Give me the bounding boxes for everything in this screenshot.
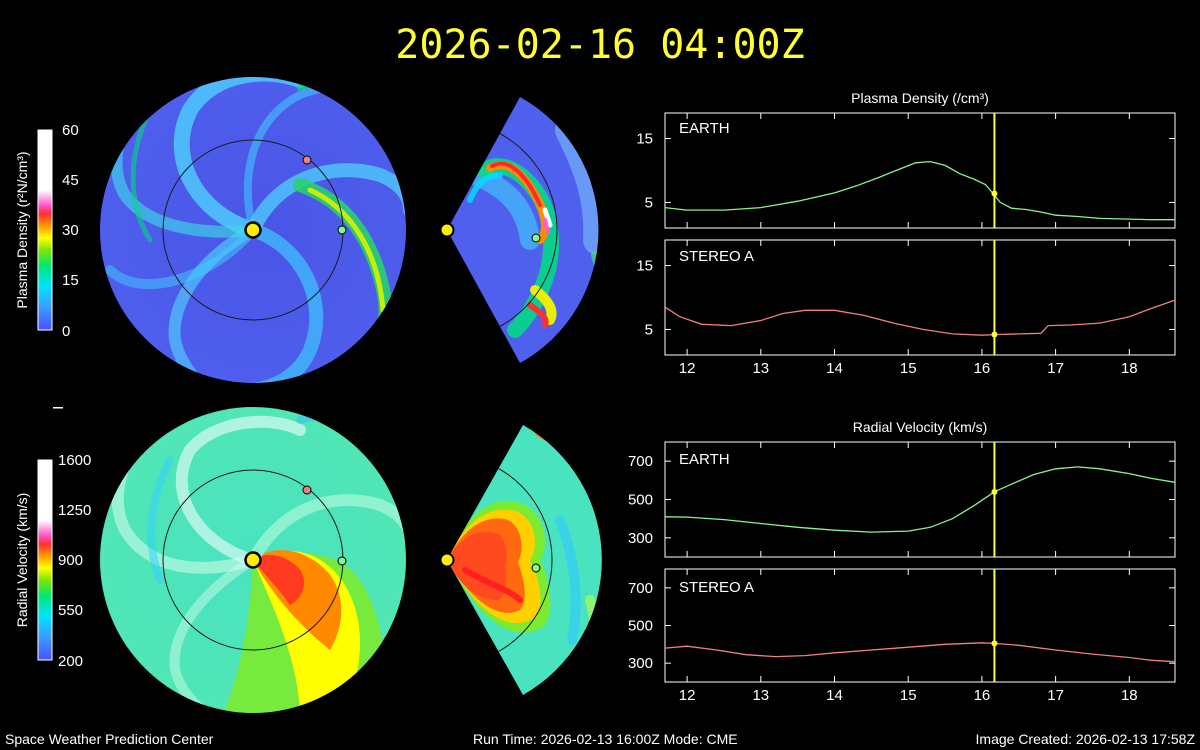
velocity-ecliptic-plot [100,407,406,713]
velocity-cb-tick: 1250 [58,502,91,519]
stereo-a-density-panel: STEREO A 5 15 [636,239,1176,356]
y-tick-label: 15 [636,258,653,275]
series-line [664,160,1175,221]
velocity-meridional-plot [439,425,602,695]
y-tick-label: 15 [636,131,653,148]
current-value-point [991,331,998,338]
earth-velocity-panel: EARTH 300 500 700 [628,441,1176,558]
earth-marker-icon [531,233,541,243]
y-tick-label: 700 [628,453,653,470]
density-cb-tick: 45 [62,172,79,189]
orbit-arc [447,119,558,341]
series-line [664,466,1176,533]
y-tick-label: 700 [628,580,653,597]
sun-icon [244,221,262,239]
x-tick-label: 12 [679,360,696,377]
x-tick-label: 15 [900,360,917,377]
x-tick-label: 15 [900,687,917,704]
y-tick-label: 5 [645,321,653,338]
earth-marker-icon [337,556,347,566]
x-tick-label: 16 [974,360,991,377]
panel-label: STEREO A [679,248,754,265]
density-x-axis: 12 13 14 15 16 17 18 [679,360,1138,377]
density-colorbar: 60 45 30 15 0 Plasma Density (r²N/cm³) [14,122,79,340]
x-tick-label: 16 [974,687,991,704]
y-tick-label: 500 [628,618,653,635]
density-meridional-plot [439,97,599,363]
timestamp-title: 2026-02-16 04:00Z [395,22,804,68]
y-tick-label: 300 [628,655,653,672]
velocity-cb-tick: 200 [58,653,83,670]
series-line [664,299,1176,336]
velocity-colorbar: 1600 1250 900 550 200 Radial Velocity (k… [14,452,91,670]
sun-icon [244,551,262,569]
density-cb-tick: 30 [62,222,79,239]
current-value-point [991,488,998,495]
density-cb-tick: 15 [62,272,79,289]
density-panel-title: Plasma Density (/cm³) [851,90,989,106]
panel-label: STEREO A [679,579,754,596]
density-colorbar-label: Plasma Density (r²N/cm³) [14,151,30,308]
density-ecliptic-plot [100,77,406,383]
orbit-arc [447,454,553,666]
velocity-colorbar-gradient [37,459,53,661]
separator-dash [53,407,63,409]
velocity-cb-tick: 900 [58,552,83,569]
stereo-a-marker-icon [302,485,312,495]
velocity-cb-tick: 550 [58,602,83,619]
x-tick-label: 13 [752,360,769,377]
velocity-cb-tick: 1600 [58,452,91,469]
x-tick-label: 17 [1047,687,1064,704]
image-created: Image Created: 2026-02-13 17:58Z [976,731,1196,747]
y-tick-label: 5 [645,194,653,211]
x-tick-label: 18 [1121,687,1138,704]
density-cb-tick: 0 [62,323,70,340]
center-name: Space Weather Prediction Center [5,731,214,747]
sun-icon [439,552,455,568]
x-tick-label: 12 [679,687,696,704]
x-tick-label: 18 [1121,360,1138,377]
y-tick-label: 500 [628,492,653,509]
velocity-panel-title: Radial Velocity (km/s) [853,419,988,435]
x-tick-label: 13 [752,687,769,704]
run-time-mode: Run Time: 2026-02-13 16:00Z Mode: CME [473,731,738,747]
y-tick-label: 300 [628,530,653,547]
current-value-point [991,640,998,647]
x-tick-label: 17 [1047,360,1064,377]
density-colorbar-gradient [37,129,53,331]
earth-marker-icon [337,225,347,235]
earth-density-panel: EARTH 5 15 [636,112,1176,229]
stereo-a-marker-icon [302,155,312,165]
sun-icon [439,222,455,238]
density-cb-tick: 60 [62,122,79,139]
velocity-x-axis: 12 13 14 15 16 17 18 [679,687,1138,704]
x-tick-label: 14 [826,687,843,704]
x-tick-label: 14 [826,360,843,377]
current-value-point [991,190,998,197]
stereo-a-velocity-panel: STEREO A 300 500 700 [628,568,1176,683]
panel-label: EARTH [679,451,730,468]
series-line [664,642,1176,663]
panel-label: EARTH [679,120,730,137]
velocity-colorbar-label: Radial Velocity (km/s) [14,493,30,628]
earth-marker-icon [531,563,541,573]
